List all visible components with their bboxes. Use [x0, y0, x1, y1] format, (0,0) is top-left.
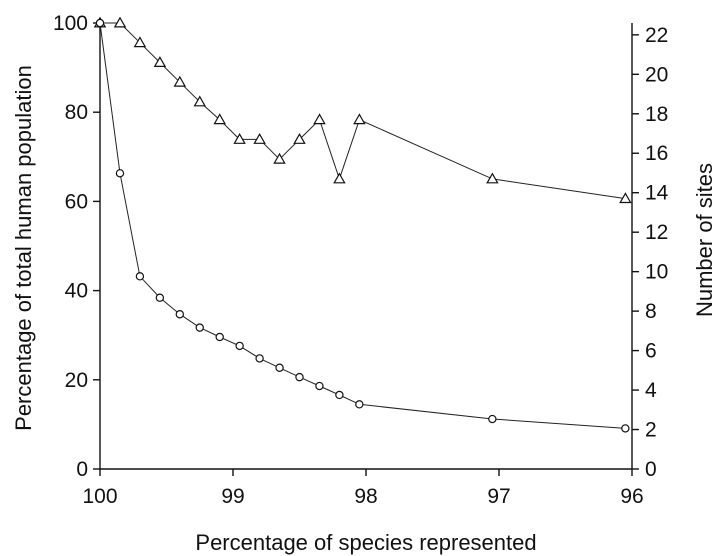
right-y-tick-label: 10	[645, 261, 668, 284]
right-y-tick-label: 8	[645, 300, 657, 323]
triangle-data-point	[193, 95, 206, 107]
circle-data-point	[355, 400, 364, 409]
right-y-tick-label: 22	[645, 24, 668, 47]
left-y-tick-label: 20	[65, 369, 88, 392]
circle-data-point	[315, 381, 324, 391]
series	[93, 16, 632, 433]
triangle-data-point	[313, 113, 326, 125]
left-y-tick-label: 80	[65, 101, 88, 124]
right-y-tick-label: 20	[645, 63, 668, 86]
circle-data-point	[195, 323, 204, 332]
right-y-tick-label: 18	[645, 103, 668, 126]
triangle-data-point	[273, 152, 286, 164]
right-y-tick-label: 12	[645, 221, 668, 244]
left-y-tick-label: 60	[65, 190, 88, 213]
circle-data-point	[255, 354, 264, 363]
axes	[99, 23, 633, 470]
right-y-tick-label: 14	[645, 182, 669, 205]
x-axis-title: Percentage of species represented	[195, 530, 536, 555]
circle-data-point	[215, 332, 224, 342]
x-tick-label: 98	[354, 485, 377, 508]
circle-data-point	[488, 414, 497, 424]
right-y-tick-label: 0	[645, 458, 657, 481]
right-y-tick-label: 16	[645, 142, 668, 165]
circle-series-line	[99, 22, 626, 429]
triangle-data-point	[353, 113, 366, 125]
circle-data-point	[235, 341, 244, 351]
ticks: 0 20 40 60 80 100 0 2 4 6 8 10 12 14 16 18 20 22 100 99 98 97…	[53, 12, 669, 508]
circle-data-point	[115, 169, 125, 178]
left-y-axis-title: Percentage of total human population	[11, 65, 36, 431]
x-tick-label: 96	[620, 485, 643, 508]
circle-data-point	[155, 293, 165, 302]
circle-data-point	[621, 424, 630, 433]
circle-data-point	[275, 363, 284, 372]
right-y-tick-label: 4	[645, 379, 657, 402]
x-tick-label: 100	[82, 485, 117, 508]
right-y-axis-title: Number of sites	[692, 163, 717, 317]
right-y-tick-label: 6	[645, 340, 657, 363]
circle-data-point	[295, 372, 304, 382]
triangle-data-point	[113, 16, 127, 28]
left-y-tick-label: 40	[65, 280, 88, 303]
circle-data-point	[175, 310, 184, 319]
circle-data-point	[95, 18, 105, 28]
x-tick-label: 97	[487, 485, 510, 508]
triangle-data-point	[153, 56, 167, 68]
triangle-data-point	[253, 132, 266, 144]
triangle-data-point	[486, 172, 499, 184]
triangle-series-line	[100, 22, 626, 200]
triangle-data-point	[619, 192, 632, 204]
triangle-data-point	[133, 36, 147, 48]
left-y-tick-label: 100	[53, 12, 88, 35]
triangle-data-point	[173, 75, 187, 87]
triangle-data-point	[293, 132, 306, 144]
right-y-tick-label: 2	[645, 419, 657, 442]
triangle-data-point	[233, 132, 246, 144]
left-y-tick-label: 0	[76, 458, 88, 481]
triangle-data-point	[213, 113, 226, 125]
circle-data-point	[135, 272, 145, 281]
triangle-data-point	[333, 172, 346, 184]
x-tick-label: 99	[221, 485, 244, 508]
circle-data-point	[335, 390, 344, 400]
